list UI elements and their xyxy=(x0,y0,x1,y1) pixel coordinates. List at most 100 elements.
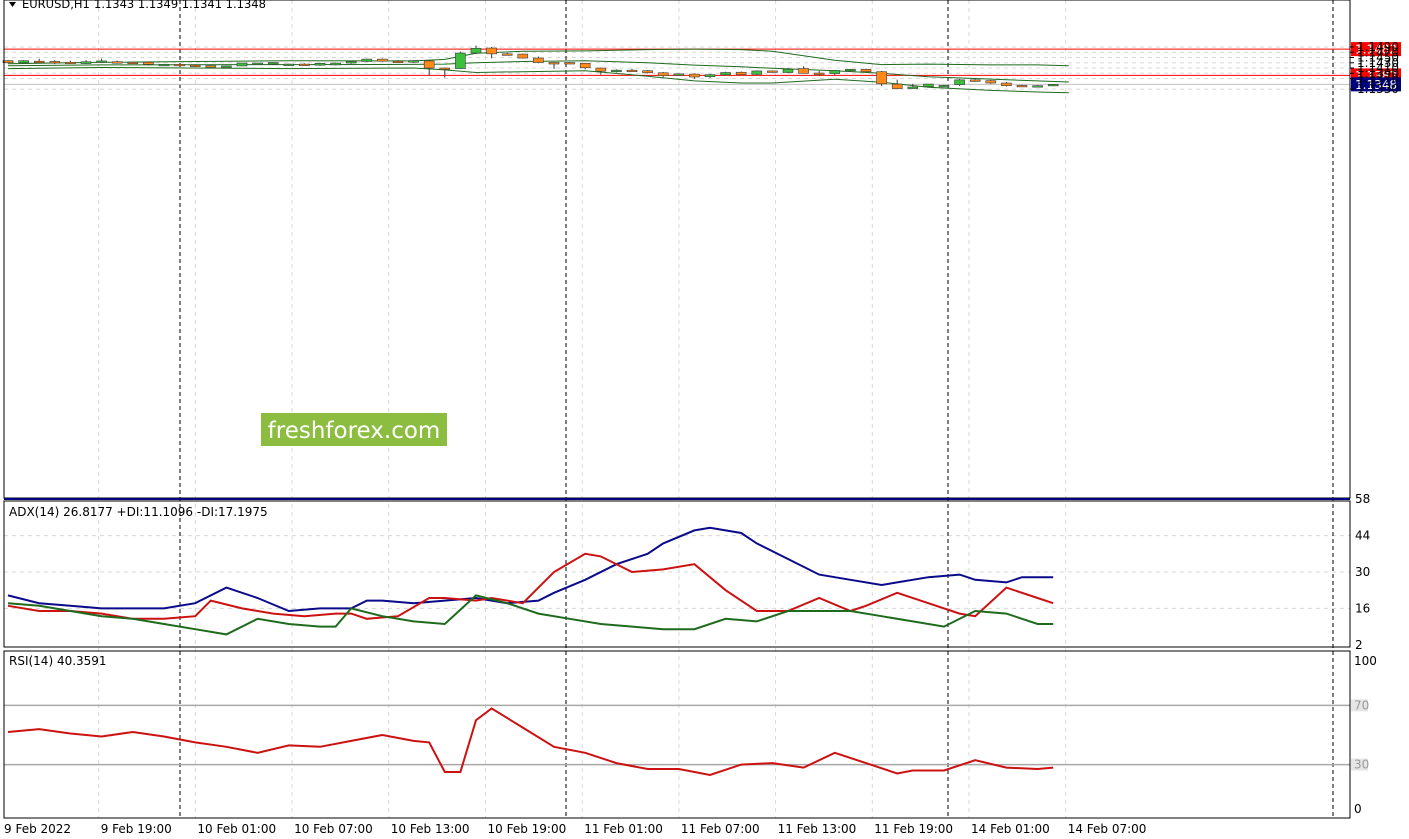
candle[interactable] xyxy=(65,60,76,65)
candle[interactable] xyxy=(18,60,29,64)
adx-tick-label: 30 xyxy=(1355,565,1370,579)
adx-panel-frame xyxy=(3,500,1351,648)
candle[interactable] xyxy=(985,80,997,84)
candle[interactable] xyxy=(876,70,887,86)
candle[interactable] xyxy=(143,61,154,66)
candle[interactable] xyxy=(361,58,373,62)
candle[interactable] xyxy=(174,63,185,67)
adx-plus-di-line xyxy=(7,594,1054,636)
bull-candle-body xyxy=(283,63,295,66)
candle[interactable] xyxy=(798,66,809,74)
candle[interactable] xyxy=(689,73,700,79)
price-tick-label: 1.1450 xyxy=(1357,51,1399,65)
bear-candle-body xyxy=(735,71,747,75)
candle[interactable] xyxy=(267,62,279,65)
candle[interactable] xyxy=(96,58,107,63)
candle[interactable] xyxy=(954,79,965,86)
candle[interactable] xyxy=(1016,84,1028,88)
candle[interactable] xyxy=(221,65,232,68)
bull-candle-body xyxy=(751,70,763,75)
candle[interactable] xyxy=(392,60,404,64)
x-tick-label: 14 Feb 07:00 xyxy=(1068,822,1147,836)
candle[interactable] xyxy=(907,83,919,89)
candlesticks xyxy=(2,45,1059,90)
candle[interactable] xyxy=(408,60,419,63)
candle[interactable] xyxy=(299,63,310,66)
candle[interactable] xyxy=(439,67,451,78)
candle[interactable] xyxy=(1047,84,1059,87)
candle[interactable] xyxy=(564,61,575,65)
bear-candle-body xyxy=(423,60,435,69)
candle[interactable] xyxy=(2,60,14,64)
candle[interactable] xyxy=(923,83,934,88)
bull-candle-body xyxy=(720,72,731,76)
candle[interactable] xyxy=(860,68,872,73)
candle[interactable] xyxy=(829,69,841,75)
candle[interactable] xyxy=(423,60,435,76)
panel-frames xyxy=(3,0,1351,819)
bear-candle-body xyxy=(876,71,887,85)
candle[interactable] xyxy=(314,62,326,66)
rsi-label: RSI(14) 40.3591 xyxy=(9,654,107,668)
candle[interactable] xyxy=(205,65,217,68)
candle[interactable] xyxy=(189,64,201,67)
bear-candle-body xyxy=(127,61,139,65)
level-price-text: 1.1482 xyxy=(1355,43,1397,57)
candle[interactable] xyxy=(486,47,497,59)
candle[interactable] xyxy=(80,60,92,64)
candle[interactable] xyxy=(845,68,856,72)
candle[interactable] xyxy=(611,69,622,73)
candle[interactable] xyxy=(595,67,607,75)
candle[interactable] xyxy=(127,61,139,65)
candle[interactable] xyxy=(252,62,263,65)
price-tick-label: 1.1390 xyxy=(1357,66,1399,80)
candle[interactable] xyxy=(330,62,341,66)
bear-candle-body xyxy=(533,57,544,63)
watermark-logo: freshforex.com xyxy=(261,413,447,446)
candle[interactable] xyxy=(720,71,731,76)
candle[interactable] xyxy=(782,68,794,74)
candle[interactable] xyxy=(345,60,357,64)
candle[interactable] xyxy=(33,58,45,64)
candle[interactable] xyxy=(673,73,685,76)
candle[interactable] xyxy=(501,52,513,56)
candle[interactable] xyxy=(548,61,560,69)
bear-candle-body xyxy=(65,61,76,65)
candle[interactable] xyxy=(579,62,591,70)
bear-candle-body xyxy=(392,60,404,64)
candle[interactable] xyxy=(751,70,763,75)
candle[interactable] xyxy=(236,62,248,67)
candle[interactable] xyxy=(158,63,170,67)
candle[interactable] xyxy=(642,70,653,74)
adx-main-line xyxy=(7,526,1054,613)
candle[interactable] xyxy=(626,68,638,72)
candle[interactable] xyxy=(767,70,778,73)
candle[interactable] xyxy=(49,60,61,65)
level-price-badge xyxy=(1351,42,1401,57)
candle[interactable] xyxy=(377,58,388,62)
candle[interactable] xyxy=(813,70,825,76)
price-tick-label: 1.1490 xyxy=(1357,40,1399,54)
candle[interactable] xyxy=(657,71,669,78)
bull-candle-body xyxy=(80,61,92,64)
candle[interactable] xyxy=(704,73,716,79)
candle[interactable] xyxy=(938,84,950,88)
candle[interactable] xyxy=(533,56,544,64)
candle[interactable] xyxy=(735,71,747,76)
dropdown-triangle-icon[interactable] xyxy=(9,2,16,7)
candle[interactable] xyxy=(517,53,529,59)
bear-candle-body xyxy=(486,47,497,55)
candle[interactable] xyxy=(470,45,482,55)
candle[interactable] xyxy=(283,63,295,66)
bull-candle-body xyxy=(704,74,716,78)
candle[interactable] xyxy=(891,79,903,90)
candle[interactable] xyxy=(455,51,466,69)
bull-candle-body xyxy=(1032,85,1043,88)
candle[interactable] xyxy=(111,60,123,64)
candle[interactable] xyxy=(1032,85,1043,88)
bear-candle-body xyxy=(860,69,872,73)
candle[interactable] xyxy=(1001,81,1012,87)
bull-candle-body xyxy=(267,62,279,65)
candle[interactable] xyxy=(969,79,981,82)
